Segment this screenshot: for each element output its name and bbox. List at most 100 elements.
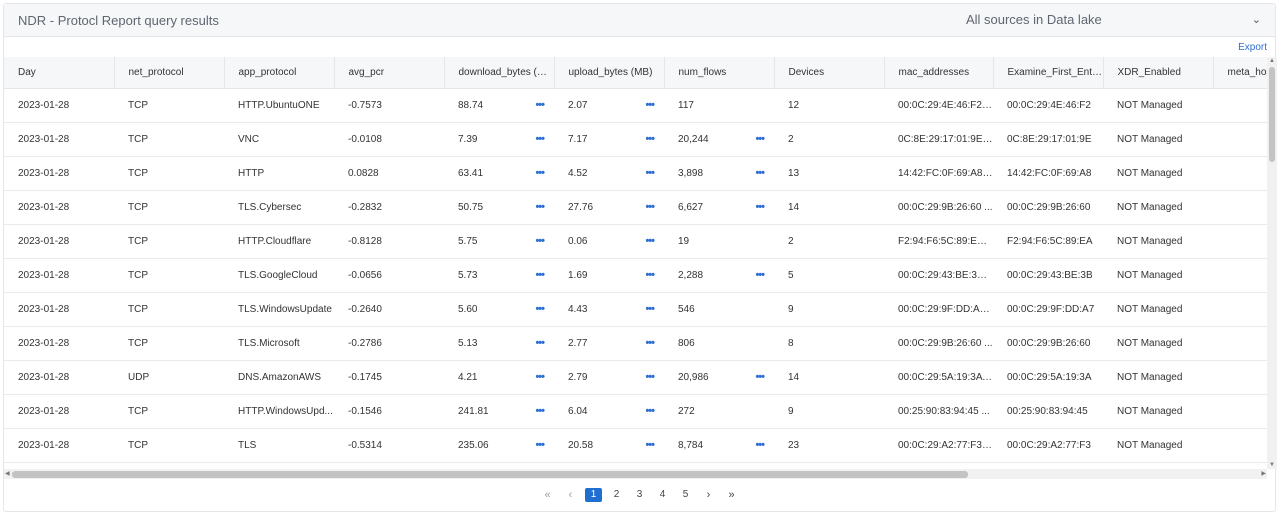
table-cell: TLS.GoogleCloud: [224, 258, 334, 293]
table-row[interactable]: 2023-01-28 TCP TLS.GoogleCloud -0.0656 5.73 •…: [4, 258, 1267, 293]
cell-value: 241.81: [458, 405, 489, 417]
source-selector[interactable]: All sources in Data lake ⌄: [966, 12, 1261, 27]
cell-value: 7.39: [458, 133, 478, 145]
more-options-icon[interactable]: •••: [645, 370, 655, 383]
more-options-icon[interactable]: •••: [645, 268, 655, 281]
cell-value: 235.06: [458, 439, 489, 451]
table-cell: UDP: [114, 360, 224, 395]
more-options-icon[interactable]: •••: [645, 438, 655, 451]
table-cell: 14: [774, 360, 884, 395]
table-cell: [1213, 326, 1267, 361]
column-header[interactable]: upload_bytes (MB): [554, 57, 665, 89]
table-row[interactable]: 2023-01-28 TCP HTTP 0.0828 63.41 ••• 4.52 ••• 3,…: [4, 156, 1267, 191]
table-cell: TCP: [114, 156, 224, 191]
more-options-icon[interactable]: •••: [535, 166, 545, 179]
last-page-button[interactable]: »: [728, 489, 735, 501]
more-options-icon[interactable]: •••: [755, 132, 765, 145]
chevron-down-icon[interactable]: ⌄: [1251, 14, 1261, 26]
page-button-1[interactable]: 1: [585, 488, 602, 502]
export-link[interactable]: Export: [1238, 42, 1267, 53]
vertical-scrollbar[interactable]: ▲ ▼: [1267, 57, 1277, 469]
horizontal-scroll-thumb[interactable]: [12, 471, 968, 478]
scroll-down-icon[interactable]: ▼: [1269, 462, 1275, 468]
more-options-icon[interactable]: •••: [535, 302, 545, 315]
more-options-icon[interactable]: •••: [645, 336, 655, 349]
more-options-icon[interactable]: •••: [755, 438, 765, 451]
table-cell: 00:0C:29:43:BE:3B ...: [884, 258, 993, 293]
cell-value: 20.58: [568, 439, 594, 451]
table-row[interactable]: 2023-01-28 TCP HTTP.WindowsUpd... -0.1546 24…: [4, 394, 1267, 429]
column-header[interactable]: net_protocol: [114, 57, 225, 89]
more-options-icon[interactable]: •••: [755, 370, 765, 383]
page-button-2[interactable]: 2: [613, 489, 620, 500]
table-cell: [1213, 224, 1267, 259]
more-options-icon[interactable]: •••: [755, 166, 765, 179]
column-header[interactable]: Examine_First_Entry →: [993, 57, 1104, 89]
more-options-icon[interactable]: •••: [535, 404, 545, 417]
more-options-icon[interactable]: •••: [755, 268, 765, 281]
more-options-icon[interactable]: •••: [535, 438, 545, 451]
vertical-scroll-thumb[interactable]: [1269, 67, 1275, 162]
table-row[interactable]: 2023-01-28 TCP VNC -0.0108 7.39 ••• 7.17 ••• 20,…: [4, 122, 1267, 157]
first-page-button[interactable]: «: [544, 489, 551, 501]
page-button-4[interactable]: 4: [659, 489, 666, 500]
more-options-icon[interactable]: •••: [535, 200, 545, 213]
column-header[interactable]: avg_pcr: [334, 57, 445, 89]
column-header[interactable]: XDR_Enabled: [1103, 57, 1214, 89]
table-cell: 7.17 •••: [554, 122, 664, 157]
table-cell: NOT Managed: [1103, 428, 1213, 463]
column-header[interactable]: num_flows: [664, 57, 775, 89]
table-row[interactable]: 2023-01-28 TCP TLS -0.5314 235.06 ••• 20.58 •••…: [4, 428, 1267, 463]
results-table-container[interactable]: Day net_protocol app_protocol avg_pcr downlo…: [4, 57, 1267, 469]
more-options-icon[interactable]: •••: [645, 404, 655, 417]
table-row[interactable]: 2023-01-28 TCP HTTP.Cloudflare -0.8128 5.75 •…: [4, 224, 1267, 259]
prev-page-button[interactable]: ‹: [568, 489, 573, 501]
table-row[interactable]: 2023-01-28 TCP TLS.Microsoft -0.2786 5.13 •••…: [4, 326, 1267, 361]
column-header[interactable]: mac_addresses: [884, 57, 994, 89]
table-cell: 4.43 •••: [554, 292, 664, 327]
page-button-5[interactable]: 5: [682, 489, 689, 500]
table-cell: 88.74 •••: [444, 88, 554, 123]
more-options-icon[interactable]: •••: [535, 370, 545, 383]
column-header[interactable]: app_protocol: [224, 57, 335, 89]
table-row[interactable]: 2023-01-28 TCP TLS.WindowsUpdate -0.2640 5.6…: [4, 292, 1267, 327]
table-cell: 00:0C:29:9F:DD:A7: [993, 292, 1103, 327]
table-cell: [1213, 394, 1267, 429]
table-cell: 2023-01-28: [4, 292, 114, 327]
scroll-up-icon[interactable]: ▲: [1269, 58, 1275, 64]
table-row[interactable]: 2023-01-28 UDP DNS.AmazonAWS -0.1745 4.21 •••…: [4, 360, 1267, 395]
more-options-icon[interactable]: •••: [645, 302, 655, 315]
more-options-icon[interactable]: •••: [645, 132, 655, 145]
more-options-icon[interactable]: •••: [645, 200, 655, 213]
table-cell: 20,986 •••: [664, 360, 774, 395]
column-header[interactable]: Day: [4, 57, 115, 89]
cell-value: 7.17: [568, 133, 588, 145]
table-body: 2023-01-28 TCP HTTP.UbuntuONE -0.7573 88.74 •…: [4, 88, 1267, 463]
more-options-icon[interactable]: •••: [645, 166, 655, 179]
more-options-icon[interactable]: •••: [535, 268, 545, 281]
column-header[interactable]: download_bytes (MB): [444, 57, 555, 89]
table-cell: -0.2832: [334, 190, 444, 225]
table-row[interactable]: 2023-01-28 TCP HTTP.UbuntuONE -0.7573 88.74 •…: [4, 88, 1267, 123]
column-header[interactable]: meta_hostn: [1213, 57, 1267, 89]
table-cell: 63.41 •••: [444, 156, 554, 191]
cell-value: 5.73: [458, 269, 478, 281]
more-options-icon[interactable]: •••: [535, 98, 545, 111]
table-row[interactable]: 2023-01-28 TCP TLS.Cybersec -0.2832 50.75 •••…: [4, 190, 1267, 225]
more-options-icon[interactable]: •••: [535, 234, 545, 247]
more-options-icon[interactable]: •••: [535, 132, 545, 145]
more-options-icon[interactable]: •••: [645, 98, 655, 111]
next-page-button[interactable]: ›: [706, 489, 711, 501]
more-options-icon[interactable]: •••: [645, 234, 655, 247]
scroll-left-icon[interactable]: ◀: [5, 471, 10, 477]
scroll-right-icon[interactable]: ▶: [1261, 471, 1266, 477]
more-options-icon[interactable]: •••: [755, 200, 765, 213]
table-cell: 6,627 •••: [664, 190, 774, 225]
column-header[interactable]: Devices: [774, 57, 885, 89]
horizontal-scrollbar[interactable]: ◀ ▶: [4, 469, 1267, 479]
cell-value: 1.69: [568, 269, 588, 281]
panel-header: NDR - Protocl Report query results All s…: [4, 4, 1275, 37]
more-options-icon[interactable]: •••: [535, 336, 545, 349]
page-button-3[interactable]: 3: [636, 489, 643, 500]
table-cell: 2023-01-28: [4, 156, 114, 191]
